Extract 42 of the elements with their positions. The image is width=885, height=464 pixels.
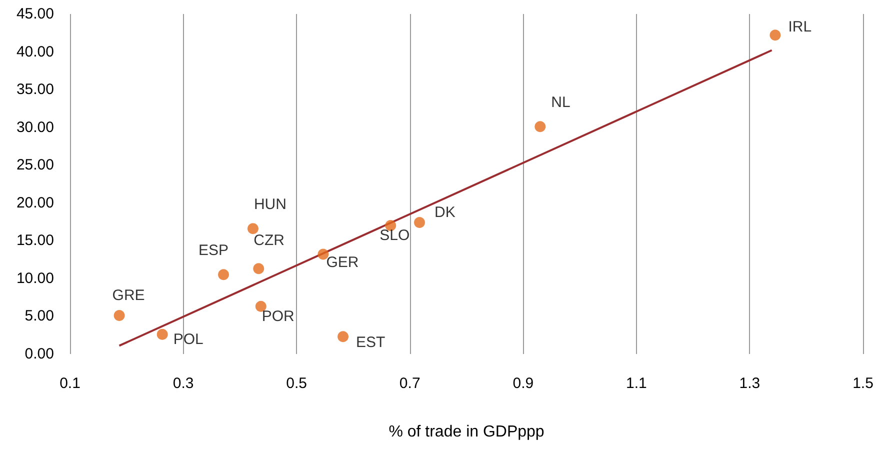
point: [534, 121, 546, 132]
y-tick-label: 45.00: [16, 6, 54, 22]
x-tick-label: 1.1: [626, 375, 647, 392]
x-tick-label: 0.5: [286, 375, 307, 392]
x-tick-label: 1.3: [739, 375, 760, 392]
point: [318, 248, 329, 260]
y-tick-label: 30.00: [16, 118, 54, 136]
y-tick-label: 0.00: [24, 346, 54, 362]
x-tick-label: 1.5: [852, 375, 874, 392]
annotation: HUN: [254, 196, 286, 214]
point: [255, 300, 266, 312]
point: [414, 217, 425, 228]
annotation: SLO: [380, 227, 410, 244]
point: [338, 331, 349, 342]
x-tick-label: 0.1: [60, 375, 80, 392]
x-tick-label: 0.9: [512, 375, 534, 392]
point: [253, 263, 264, 274]
annotation: ESP: [198, 242, 229, 260]
x-tick-label: 0.7: [399, 375, 420, 392]
y-tick-label: 15.00: [16, 232, 54, 250]
annotation: CZR: [254, 232, 285, 250]
annotation: GER: [326, 254, 359, 271]
point: [156, 328, 168, 340]
x-axis-title: % of trade in GDPppp: [388, 424, 544, 440]
point: [114, 310, 125, 321]
annotation: IRL: [788, 18, 812, 36]
x-tick-label: 0.3: [172, 375, 194, 392]
annotation: POL: [173, 330, 204, 348]
y-tick-label: 20.00: [16, 194, 54, 212]
annotation: GRE: [112, 286, 145, 304]
y-tick-label: 40.00: [16, 43, 54, 60]
y-tick-label: 25.00: [16, 156, 54, 174]
annotation: EST: [356, 334, 386, 352]
point: [247, 223, 258, 234]
annotation: POR: [262, 308, 295, 325]
y-tick-label: 10.00: [16, 270, 54, 287]
annotation: DK: [434, 204, 456, 222]
point: [770, 30, 781, 41]
annotation: NL: [551, 94, 570, 112]
point: [218, 269, 229, 280]
y-tick-label: 5.00: [24, 308, 54, 325]
y-tick-label: 35.00: [16, 81, 54, 98]
